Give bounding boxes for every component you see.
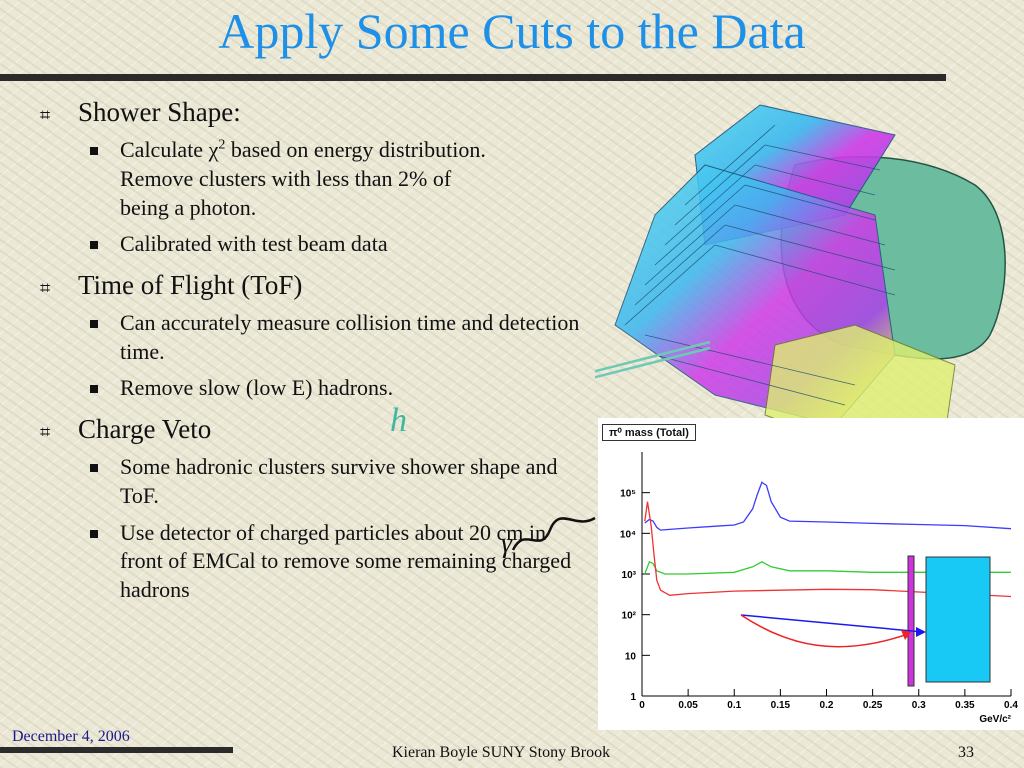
- pi0-mass-plot: 0 0.05 0.1 0.15 0.2 0.25 0.3 0.35 0.4 1 10 10² 10³ 10…: [620, 452, 1018, 725]
- sub-bullet-survive: Some hadronic clusters survive shower sh…: [38, 453, 580, 510]
- veto-layer-rect: [907, 555, 915, 687]
- sub-bullet-slow-hadrons: Remove slow (low E) hadrons.: [38, 374, 580, 403]
- x-tick-label: 0.05: [678, 700, 698, 711]
- bullet-shower-shape: ⌗ Shower Shape:: [38, 96, 578, 128]
- sub-bullet-text: Some hadronic clusters survive shower sh…: [120, 454, 558, 508]
- series-line-2: [644, 501, 1012, 598]
- neutral-arrow-line: [740, 614, 924, 633]
- sub-bullet-calibration: Calibrated with test beam data: [38, 230, 500, 259]
- bullet-heading: Charge Veto: [78, 413, 212, 444]
- neutral-arrow-head: [916, 627, 926, 637]
- hash-bullet-icon: ⌗: [40, 277, 51, 299]
- sub-bullet-text: Remove slow (low E) hadrons.: [120, 375, 394, 401]
- square-bullet-icon: [90, 147, 98, 156]
- sub-bullet-text: Calculate χ: [120, 137, 219, 163]
- sub-bullet-text: Use detector of charged particles about …: [120, 519, 572, 602]
- bullet-tof: ⌗ Time of Flight (ToF): [38, 269, 578, 301]
- square-bullet-icon: [90, 464, 98, 473]
- slide-title: Apply Some Cuts to the Data: [218, 3, 806, 59]
- y-tick-label: 10²: [622, 611, 637, 622]
- superscript: 2: [218, 138, 226, 154]
- square-bullet-icon: [90, 529, 98, 538]
- square-bullet-icon: [90, 385, 98, 394]
- sub-bullet-collision: Can accurately measure collision time an…: [38, 309, 580, 366]
- footer-date: December 4, 2006: [12, 728, 130, 745]
- x-tick-label: 0.35: [955, 700, 975, 711]
- page-number: 33: [958, 744, 974, 761]
- photon-label: γ: [501, 528, 513, 559]
- calorimeter-towers: [614, 104, 956, 445]
- footer-rule: [0, 747, 233, 753]
- x-tick-label: 0.4: [1004, 700, 1018, 711]
- x-tick-label: 0.25: [863, 700, 883, 711]
- x-tick-label: 0: [639, 700, 645, 711]
- charged-arrow-curve: [740, 614, 909, 648]
- y-tick-label: 10: [625, 651, 637, 662]
- sub-bullet-text: Calibrated with test beam data: [120, 231, 388, 257]
- x-tick-label: 0.3: [912, 700, 926, 711]
- sub-bullet-chi2: Calculate χ2 based on energy distributio…: [38, 136, 500, 222]
- photon-track: γ: [501, 516, 596, 559]
- y-tick-label: 10⁵: [620, 489, 636, 500]
- series-line-0: [644, 481, 1012, 531]
- bullet-charge-veto: ⌗ Charge Veto: [38, 413, 578, 445]
- square-bullet-icon: [90, 241, 98, 250]
- sub-bullet-detector: Use detector of charged particles about …: [38, 519, 580, 605]
- emcal-detector-illustration: [595, 104, 1006, 445]
- sub-bullet-text: Can accurately measure collision time an…: [120, 310, 580, 364]
- square-bullet-icon: [90, 320, 98, 329]
- mass-plot-panel: 0 0.05 0.1 0.15 0.2 0.25 0.3 0.35 0.4 1 10 10² 10³ 10…: [598, 418, 1024, 730]
- bullet-heading: Time of Flight (ToF): [78, 269, 303, 300]
- y-tick-label: 10³: [622, 570, 637, 581]
- y-tick-label: 1: [630, 692, 636, 703]
- hash-bullet-icon: ⌗: [40, 421, 51, 443]
- photon-wave: [511, 516, 596, 551]
- x-axis-label: GeV/c²: [979, 714, 1011, 725]
- emcal-block-rect: [925, 556, 991, 683]
- hash-bullet-icon: ⌗: [40, 105, 51, 126]
- x-tick-label: 0.2: [820, 700, 834, 711]
- y-tick-label: 10⁴: [620, 529, 636, 540]
- sub-bullet-text: based on energy distribution. Remove clu…: [120, 137, 486, 220]
- hadron-track: [595, 340, 711, 379]
- plot-title: π⁰ mass (Total): [602, 424, 696, 441]
- x-tick-label: 0.15: [771, 700, 791, 711]
- bullet-heading: Shower Shape:: [78, 97, 241, 127]
- x-tick-label: 0.1: [727, 700, 741, 711]
- charged-arrow-head: [901, 630, 911, 640]
- footer-author: Kieran Boyle SUNY Stony Brook: [392, 744, 611, 761]
- hadron-label: h: [390, 402, 407, 439]
- bullet-list: ⌗ Shower Shape: Calculate χ2 based on en…: [38, 96, 580, 612]
- title-rule: [0, 74, 946, 81]
